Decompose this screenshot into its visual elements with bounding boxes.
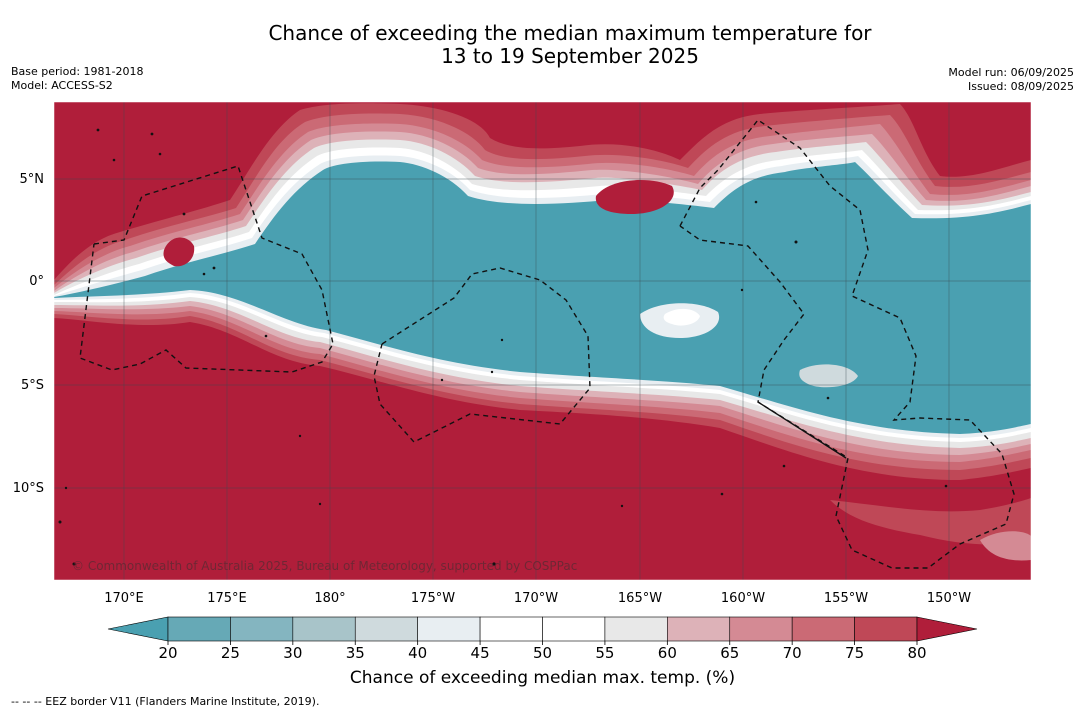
colorbar-low-arrow: [107, 616, 169, 642]
lon-label-165w: 165°W: [618, 591, 662, 606]
copyright-notice: © Commonwealth of Australia 2025, Bureau…: [72, 559, 577, 573]
blob-pink-1: [980, 531, 1031, 561]
lat-label-5s: 5°S: [21, 378, 44, 393]
colorbar-tick-label: 45: [471, 644, 490, 662]
islands: [58, 128, 948, 566]
colorbar-segments: [167, 616, 918, 642]
blob-light-2: [799, 364, 858, 388]
lon-label-155w: 155°W: [824, 591, 868, 606]
lon-labels: 170°E 175°E 180° 175°W 170°W 165°W 160°W…: [104, 591, 971, 606]
issued-date: Issued: 08/09/2025: [967, 80, 1074, 93]
colorbar-tick-label: 65: [720, 644, 739, 662]
colorbar-tick-label: 20: [158, 644, 177, 662]
title-line-1: Chance of exceeding the median maximum t…: [268, 21, 872, 45]
chart-title: Chance of exceeding the median maximum t…: [0, 22, 1085, 68]
lon-label-180: 180°: [314, 591, 345, 606]
band-75-south: [830, 498, 1031, 545]
lat-label-5n: 5°N: [20, 172, 45, 187]
colorbar-segment: [791, 616, 855, 642]
colorbar-segment: [230, 616, 294, 642]
blob-red-1: [595, 180, 674, 214]
colorbar-high-arrow: [916, 616, 978, 642]
colorbar-segment: [729, 616, 793, 642]
lat-label-0: 0°: [29, 274, 44, 289]
colorbar-segment: [417, 616, 481, 642]
colorbar-segment: [479, 616, 543, 642]
blob-red-2: [163, 237, 195, 267]
colorbar-segment: [604, 616, 668, 642]
colorbar-tick-label: 60: [658, 644, 677, 662]
colorbar-segment: [292, 616, 356, 642]
meta-right: Model run: 06/09/2025 Issued: 08/09/2025: [948, 66, 1074, 94]
colorbar-title: Chance of exceeding median max. temp. (%…: [349, 668, 736, 688]
colorbar-tick-label: 55: [595, 644, 614, 662]
colorbar-segment: [167, 616, 231, 642]
lon-label-175e: 175°E: [207, 591, 247, 606]
title-line-2: 13 to 19 September 2025: [441, 44, 699, 68]
band-teal: [54, 161, 1031, 434]
colorbar-segment: [354, 616, 418, 642]
lon-label-150w: 150°W: [927, 591, 971, 606]
blob-white-1: [663, 308, 700, 326]
base-period: Base period: 1981-2018: [11, 65, 144, 78]
map-area: © Commonwealth of Australia 2025, Bureau…: [54, 102, 1031, 580]
colorbar-ticks: 20 25 30 35 40 45 50 55 60 65 70 75 80: [158, 641, 927, 662]
model-run: Model run: 06/09/2025: [948, 66, 1074, 79]
model-name: Model: ACCESS-S2: [11, 79, 113, 92]
graticule: [54, 102, 1031, 580]
colorbar-tick-label: 30: [283, 644, 302, 662]
map-frame: [53, 101, 1032, 581]
lon-label-170w: 170°W: [514, 591, 558, 606]
colorbar-tick-label: 80: [907, 644, 926, 662]
colorbar-tick-label: 40: [408, 644, 427, 662]
colorbar-tick-label: 50: [533, 644, 552, 662]
colorbar-tick-label: 35: [346, 644, 365, 662]
lon-label-160w: 160°W: [721, 591, 765, 606]
colorbar-tick-label: 25: [221, 644, 240, 662]
lat-label-10s: 10°S: [13, 481, 44, 496]
lon-label-175w: 175°W: [411, 591, 455, 606]
lat-labels: 5°N 0° 5°S 10°S: [13, 172, 44, 496]
colorbar-segment: [542, 616, 606, 642]
meta-left: Base period: 1981-2018 Model: ACCESS-S2: [11, 65, 143, 93]
eez-borders: [79, 119, 1015, 569]
colorbar: 20 25 30 35 40 45 50 55 60 65 70 75 80: [107, 616, 978, 662]
colorbar-segment: [854, 616, 918, 642]
colorbar-tick-label: 70: [783, 644, 802, 662]
colorbar-tick-label: 75: [845, 644, 864, 662]
lon-label-170e: 170°E: [104, 591, 144, 606]
colorbar-segment: [667, 616, 731, 642]
eez-footnote: -- -- -- EEZ border V11 (Flanders Marine…: [11, 695, 320, 708]
